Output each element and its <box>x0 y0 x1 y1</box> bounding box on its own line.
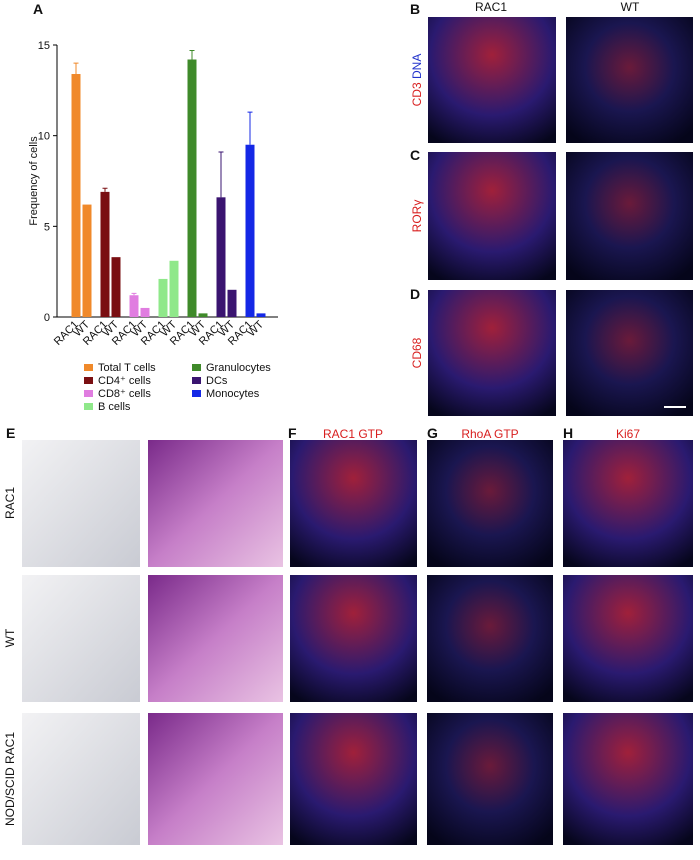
legend-swatch <box>192 377 201 384</box>
bar <box>216 197 226 317</box>
legend-swatch <box>84 364 93 371</box>
micrograph <box>148 713 283 845</box>
panel-letter: H <box>563 425 573 441</box>
micrograph <box>22 575 140 702</box>
micrograph <box>427 440 553 567</box>
error-bar <box>102 187 108 192</box>
legend-label: CD8⁺ cells <box>98 388 151 400</box>
micrograph <box>290 440 417 567</box>
y-tick-label: 0 <box>44 312 50 324</box>
column-label: WT <box>621 0 640 14</box>
micrograph <box>563 575 693 702</box>
bar <box>256 313 266 317</box>
row-label: CD3 DNA <box>410 54 424 107</box>
bar <box>187 59 197 318</box>
micrograph <box>566 17 693 143</box>
panels-eh: E F G H RAC1 GTP RhoA GTP Ki67 RAC1 WT N… <box>3 425 693 845</box>
column-label: RAC1 GTP <box>323 427 383 441</box>
micrograph <box>563 440 693 567</box>
micrograph <box>22 440 140 567</box>
column-label: RAC1 <box>475 0 507 14</box>
row-label: RAC1 <box>3 487 17 519</box>
legend-label: Monocytes <box>206 388 260 400</box>
micrograph <box>566 290 693 416</box>
micrograph <box>148 440 283 567</box>
bar <box>82 204 92 317</box>
legend-label: Granulocytes <box>206 362 271 374</box>
y-axis-label: Frequency of cells <box>28 136 40 226</box>
micrograph <box>290 575 417 702</box>
bar <box>129 295 139 317</box>
bar <box>140 307 150 317</box>
micrograph <box>427 575 553 702</box>
error-bar <box>247 111 253 145</box>
bar <box>158 278 168 317</box>
micrograph <box>428 152 556 280</box>
bar-chart: A Frequency of cells 051015RAC1WTRAC1WTR… <box>28 1 278 413</box>
stain-label: DNA <box>410 54 424 79</box>
bar <box>245 144 255 317</box>
panel-letter: A <box>33 1 43 17</box>
bar <box>227 289 237 317</box>
row-label: NOD/SCID RAC1 <box>3 732 17 826</box>
y-tick-label: 5 <box>44 221 50 233</box>
micrograph <box>563 713 693 845</box>
y-tick-label: 15 <box>38 40 50 52</box>
error-bar <box>131 292 137 296</box>
panel-letter: C <box>410 147 420 163</box>
row-label: RORγ <box>410 200 424 233</box>
legend-swatch <box>192 390 201 397</box>
legend-label: B cells <box>98 401 131 413</box>
legend-label: DCs <box>206 375 228 387</box>
panel-letter: B <box>410 1 420 17</box>
micrograph <box>428 17 556 143</box>
error-bar <box>218 151 224 198</box>
panel-letter: G <box>427 425 438 441</box>
row-label: WT <box>3 628 17 647</box>
column-label: Ki67 <box>616 427 640 441</box>
bar <box>71 74 81 317</box>
bar <box>100 191 110 317</box>
bar <box>169 260 179 317</box>
legend-swatch <box>192 364 201 371</box>
micrograph <box>148 575 283 702</box>
legend-swatch <box>84 377 93 384</box>
row-label: CD68 <box>410 337 424 368</box>
stain-label: CD3 <box>410 82 424 106</box>
micrograph <box>427 713 553 845</box>
panel-letter: D <box>410 286 420 302</box>
error-bar <box>73 62 79 75</box>
y-tick-label: 10 <box>38 131 50 143</box>
micrograph <box>428 290 556 416</box>
panel-letter: F <box>288 425 297 441</box>
legend-swatch <box>84 403 93 410</box>
image-grid <box>22 440 693 845</box>
error-bar <box>189 49 195 60</box>
column-label: RhoA GTP <box>461 427 518 441</box>
legend-label: CD4⁺ cells <box>98 375 151 387</box>
panel-letter: E <box>6 425 15 441</box>
micrograph <box>22 713 140 845</box>
panels-bd: B C D RAC1 WT CD3 DNA RORγ CD68 <box>410 0 693 416</box>
bar <box>198 313 208 317</box>
legend-swatch <box>84 390 93 397</box>
legend-label: Total T cells <box>98 362 156 374</box>
micrograph <box>290 713 417 845</box>
micrograph <box>566 152 693 280</box>
bar <box>111 257 121 317</box>
